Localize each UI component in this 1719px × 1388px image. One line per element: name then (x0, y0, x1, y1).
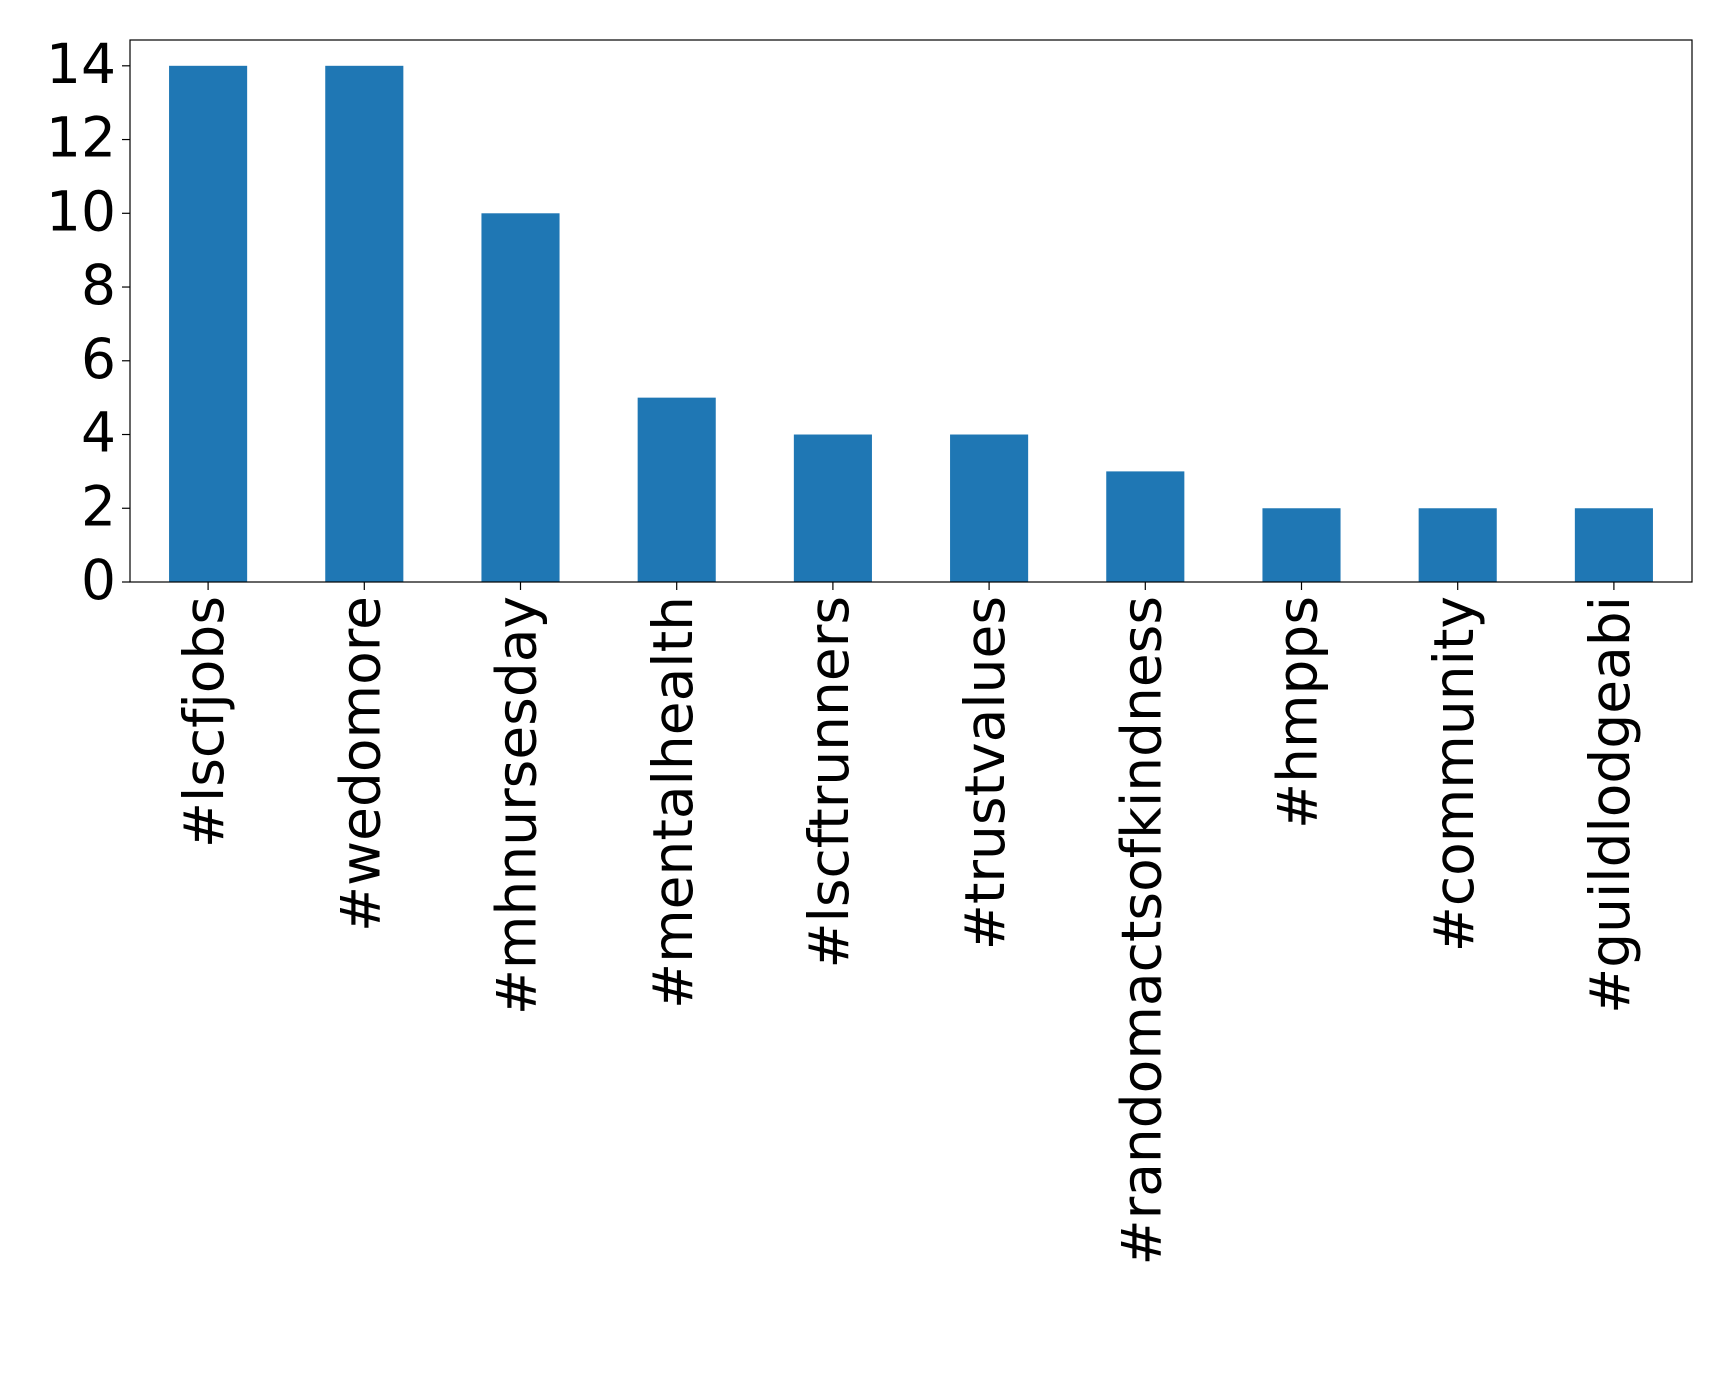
x-tick-label: #lscfjobs (172, 596, 236, 848)
x-tick-label: #hmpps (1266, 596, 1330, 829)
y-tick-label: 2 (81, 474, 116, 538)
x-tick-label: #trustvalues (953, 596, 1017, 950)
bar (325, 65, 404, 583)
bar (793, 434, 872, 582)
y-tick-label: 4 (81, 401, 116, 465)
y-tick-label: 14 (46, 32, 116, 96)
bar (950, 434, 1029, 582)
y-tick-label: 10 (46, 179, 116, 243)
x-tick-label: #community (1422, 596, 1486, 952)
bar (1574, 508, 1653, 582)
x-tick-label: #guildlodgeabi (1578, 596, 1642, 1014)
bar (481, 213, 560, 582)
bar (1262, 508, 1341, 582)
bar (1106, 471, 1185, 582)
bar (637, 397, 716, 582)
bar (169, 65, 248, 583)
x-tick-label: #lscftrunners (797, 596, 861, 969)
y-tick-label: 8 (81, 253, 116, 317)
x-tick-label: #mentalhealth (641, 596, 705, 1009)
x-tick-label: #mhnursesday (485, 596, 549, 1015)
x-tick-label: #randomactsofkindness (1109, 596, 1173, 1265)
bar (1418, 508, 1497, 582)
y-tick-label: 12 (46, 106, 116, 170)
y-tick-label: 6 (81, 327, 116, 391)
x-tick-label: #wedomore (328, 596, 392, 932)
plot-frame (129, 39, 1693, 583)
y-tick-label: 0 (81, 548, 116, 612)
